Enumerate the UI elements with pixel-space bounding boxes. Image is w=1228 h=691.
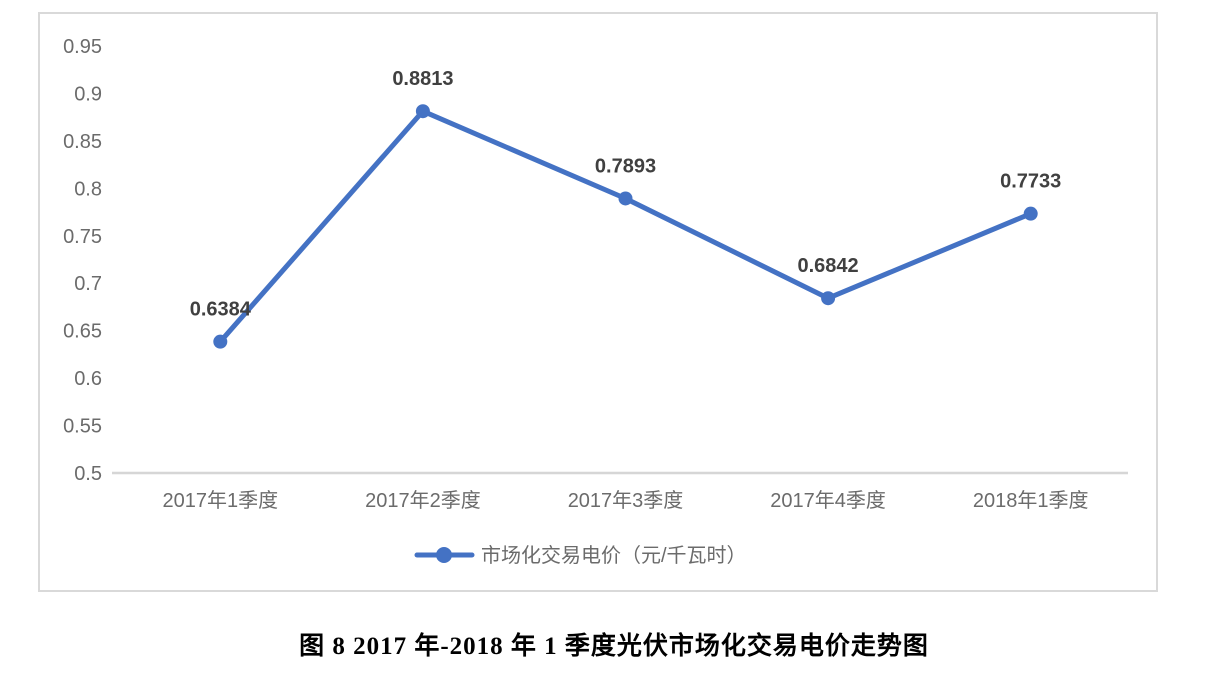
x-axis-label: 2017年1季度 [162, 489, 278, 512]
data-point-marker [821, 291, 836, 306]
data-point-marker [415, 104, 430, 119]
y-tick-label: 0.75 [63, 226, 102, 248]
x-axis-label: 2018年1季度 [973, 489, 1089, 512]
y-tick-label: 0.6 [74, 368, 102, 390]
series-line [217, 108, 1034, 345]
y-tick-label: 0.7 [74, 273, 102, 295]
data-label: 0.6384 [190, 299, 252, 321]
y-tick-label: 0.95 [63, 36, 102, 58]
y-tick-label: 0.5 [74, 463, 102, 485]
legend-marker-icon [436, 547, 452, 563]
y-tick-label: 0.55 [63, 416, 102, 438]
y-tick-label: 0.9 [74, 83, 102, 105]
x-axis-label: 2017年4季度 [770, 489, 886, 512]
figure-caption: 图 8 2017 年-2018 年 1 季度光伏市场化交易电价走势图 [299, 633, 929, 660]
y-tick-label: 0.85 [63, 131, 102, 153]
data-label: 0.8813 [392, 68, 453, 90]
data-label: 0.7733 [1000, 171, 1061, 193]
data-point-marker [618, 191, 633, 206]
x-axis-label: 2017年3季度 [568, 489, 684, 512]
data-label: 0.6842 [798, 255, 859, 277]
data-point-marker [1023, 206, 1038, 221]
x-axis-label: 2017年2季度 [365, 489, 481, 512]
chart-frame: 0.5 0.55 0.6 0.65 0.7 0.75 0.8 0.85 0.9 0.95 2017年… [38, 12, 1158, 592]
data-label: 0.7893 [595, 155, 656, 177]
legend-label: 市场化交易电价（元/千瓦时） [481, 544, 747, 567]
data-point-marker [213, 334, 228, 349]
y-tick-label: 0.8 [74, 178, 102, 200]
line-chart: 0.5 0.55 0.6 0.65 0.7 0.75 0.8 0.85 0.9 0.95 2017年… [63, 36, 1128, 567]
y-tick-label: 0.65 [63, 321, 102, 343]
